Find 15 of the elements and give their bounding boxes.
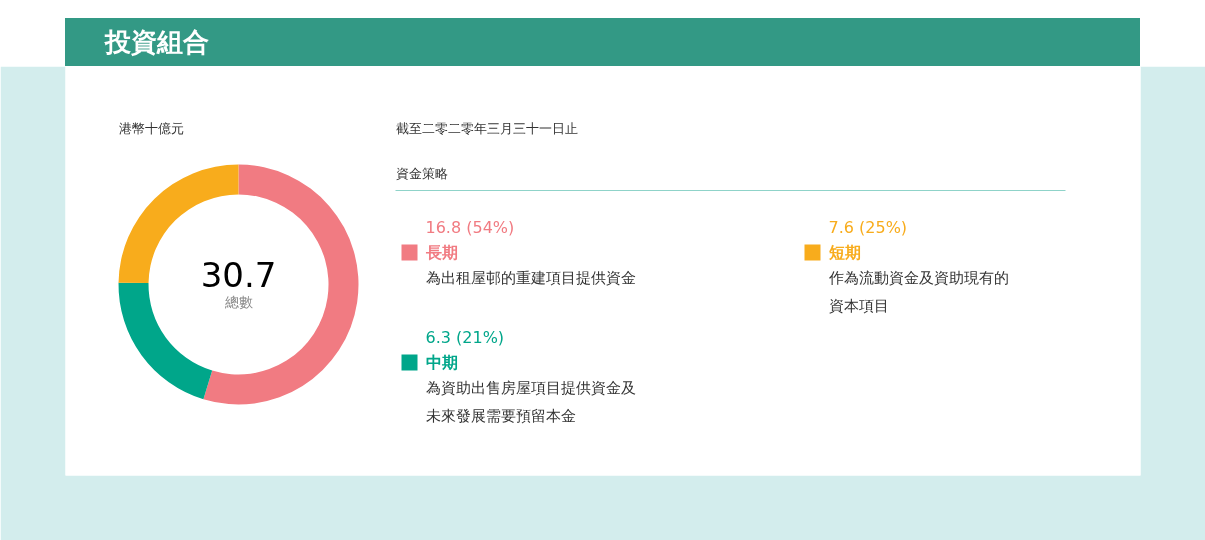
data-label: 16.8 (54%) [425, 218, 515, 237]
text: 總數 [223, 293, 253, 310]
text: 港幣十億元 [118, 121, 184, 136]
text: 為出租屋邨的重建項目提供資金 [425, 268, 636, 287]
legend-label: 長期 [424, 243, 458, 262]
text: 為資助出售房屋項目提供資金及未來發展需要預留本金 [425, 378, 636, 426]
legend-label: 短期 [827, 243, 861, 262]
legend-title: 資金策略 [395, 166, 448, 181]
text: 作為流動資金及資助現有的資本項目 [827, 268, 1009, 316]
text: 30.7 [200, 255, 277, 295]
chart-title: 投資組合 [105, 26, 209, 59]
data-label: 6.3 (21%) [425, 328, 505, 347]
chart-subtitle: 截至二零二零年三月三十一日止 [395, 121, 578, 136]
data-label: 7.6 (25%) [828, 218, 908, 237]
legend-label: 中期 [425, 353, 458, 372]
